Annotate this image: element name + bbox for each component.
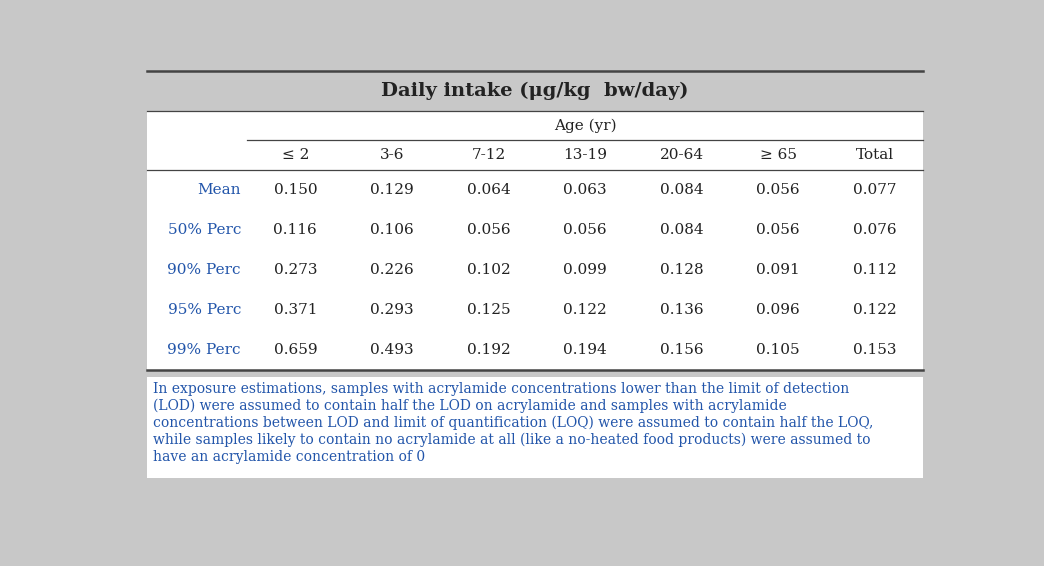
Text: 0.194: 0.194: [563, 343, 607, 357]
Text: 0.112: 0.112: [853, 263, 897, 277]
Text: 0.125: 0.125: [467, 303, 511, 317]
Text: 0.077: 0.077: [853, 183, 897, 196]
Text: 0.102: 0.102: [467, 263, 511, 277]
Text: 0.106: 0.106: [370, 222, 413, 237]
Text: 20-64: 20-64: [660, 148, 704, 162]
Text: Total: Total: [856, 148, 894, 162]
Text: 0.056: 0.056: [467, 222, 511, 237]
Text: 0.659: 0.659: [274, 343, 317, 357]
Text: 0.122: 0.122: [853, 303, 897, 317]
Text: 0.192: 0.192: [467, 343, 511, 357]
Text: 0.371: 0.371: [274, 303, 317, 317]
Text: 0.136: 0.136: [660, 303, 704, 317]
Text: ≤ 2: ≤ 2: [282, 148, 309, 162]
Text: 0.150: 0.150: [274, 183, 317, 196]
Bar: [147, 378, 923, 478]
Text: 90% Perc: 90% Perc: [167, 263, 241, 277]
Text: ≥ 65: ≥ 65: [760, 148, 797, 162]
Text: have an acrylamide concentration of 0: have an acrylamide concentration of 0: [153, 450, 425, 464]
Text: while samples likely to contain no acrylamide at all (like a no-heated food prod: while samples likely to contain no acryl…: [153, 433, 871, 447]
Text: 99% Perc: 99% Perc: [167, 343, 241, 357]
Text: 0.099: 0.099: [563, 263, 607, 277]
Text: 3-6: 3-6: [380, 148, 404, 162]
Text: 0.084: 0.084: [660, 183, 704, 196]
Text: 0.084: 0.084: [660, 222, 704, 237]
Bar: [147, 111, 923, 370]
Text: concentrations between LOD and limit of quantification (LOQ) were assumed to con: concentrations between LOD and limit of …: [153, 416, 874, 430]
Text: 0.105: 0.105: [757, 343, 800, 357]
Text: 0.056: 0.056: [757, 222, 800, 237]
Text: (LOD) were assumed to contain half the LOD on acrylamide and samples with acryla: (LOD) were assumed to contain half the L…: [153, 399, 787, 413]
Text: 0.153: 0.153: [853, 343, 897, 357]
Text: Age (yr): Age (yr): [553, 118, 616, 133]
Text: 0.056: 0.056: [757, 183, 800, 196]
Text: 0.056: 0.056: [564, 222, 607, 237]
Text: 0.493: 0.493: [371, 343, 413, 357]
Text: 0.076: 0.076: [853, 222, 897, 237]
Text: 13-19: 13-19: [563, 148, 608, 162]
Text: 0.091: 0.091: [757, 263, 800, 277]
Text: 0.226: 0.226: [370, 263, 413, 277]
Text: 0.293: 0.293: [371, 303, 413, 317]
Text: 0.096: 0.096: [757, 303, 800, 317]
Bar: [147, 71, 923, 111]
Text: 0.064: 0.064: [467, 183, 511, 196]
Text: 95% Perc: 95% Perc: [167, 303, 241, 317]
Text: 0.129: 0.129: [370, 183, 413, 196]
Text: 7-12: 7-12: [472, 148, 505, 162]
Text: Mean: Mean: [197, 183, 241, 196]
Text: 50% Perc: 50% Perc: [167, 222, 241, 237]
Text: 0.156: 0.156: [660, 343, 704, 357]
Text: Daily intake (μg/kg  bw/day): Daily intake (μg/kg bw/day): [381, 82, 689, 100]
Text: 0.273: 0.273: [274, 263, 317, 277]
Text: 0.116: 0.116: [274, 222, 317, 237]
Text: 0.122: 0.122: [563, 303, 607, 317]
Text: In exposure estimations, samples with acrylamide concentrations lower than the l: In exposure estimations, samples with ac…: [153, 382, 850, 396]
Text: 0.063: 0.063: [564, 183, 607, 196]
Text: 0.128: 0.128: [660, 263, 704, 277]
